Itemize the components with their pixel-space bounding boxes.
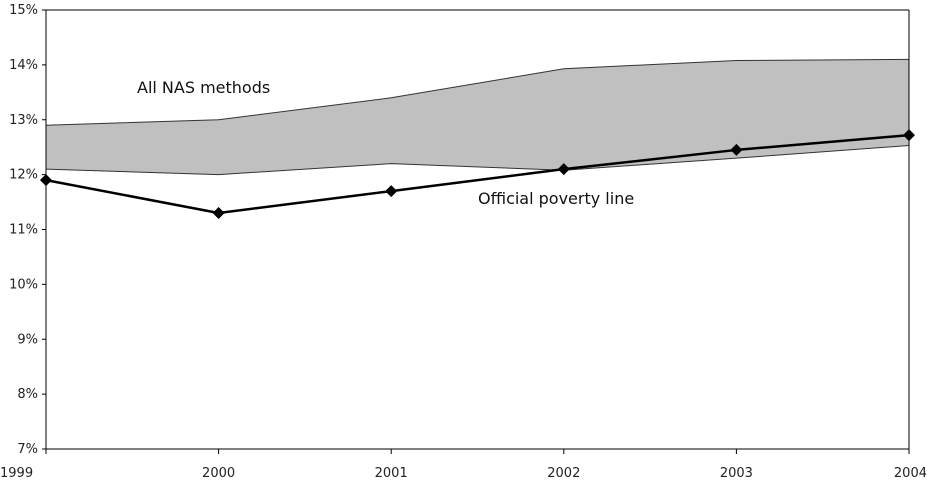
y-tick-label: 12% bbox=[9, 168, 38, 183]
data-point-marker bbox=[557, 163, 570, 176]
x-tick-label: 2004 bbox=[894, 466, 927, 481]
axes bbox=[42, 9, 910, 454]
series-layer bbox=[40, 129, 915, 220]
y-tick-label: 11% bbox=[9, 223, 38, 238]
y-tick-label: 15% bbox=[9, 3, 38, 18]
nas-band-upper-edge bbox=[45, 58, 910, 126]
x-tick-label: 2001 bbox=[375, 466, 408, 481]
nas-band-lower-edge bbox=[45, 145, 910, 176]
y-tick-label: 7% bbox=[17, 442, 38, 457]
y-tick-label: 8% bbox=[17, 387, 38, 402]
official-line-annotation: Official poverty line bbox=[478, 189, 634, 208]
y-tick-label: 13% bbox=[9, 113, 38, 128]
x-tick-label: 2000 bbox=[202, 466, 235, 481]
nas-methods-band-layer bbox=[45, 58, 910, 176]
data-point-marker bbox=[40, 174, 52, 187]
data-point-marker bbox=[385, 185, 398, 198]
x-tick-label: 2002 bbox=[547, 466, 580, 481]
nas-band-area bbox=[46, 59, 909, 175]
official-poverty-line bbox=[45, 133, 910, 215]
x-tick-label: 2003 bbox=[720, 466, 753, 481]
y-tick-label: 9% bbox=[17, 332, 38, 347]
data-point-marker bbox=[730, 143, 743, 156]
band-annotation: All NAS methods bbox=[137, 78, 270, 97]
y-tick-label: 14% bbox=[9, 58, 38, 73]
data-point-marker bbox=[212, 207, 225, 220]
x-tick-label: 1999 bbox=[0, 466, 33, 481]
data-point-marker bbox=[903, 129, 915, 142]
y-tick-label: 10% bbox=[9, 277, 38, 292]
tick-labels: 7% 8% 9% 10% 11% 12% 13% 14% 15% 1999 2000 2001 2002… bbox=[0, 3, 927, 481]
